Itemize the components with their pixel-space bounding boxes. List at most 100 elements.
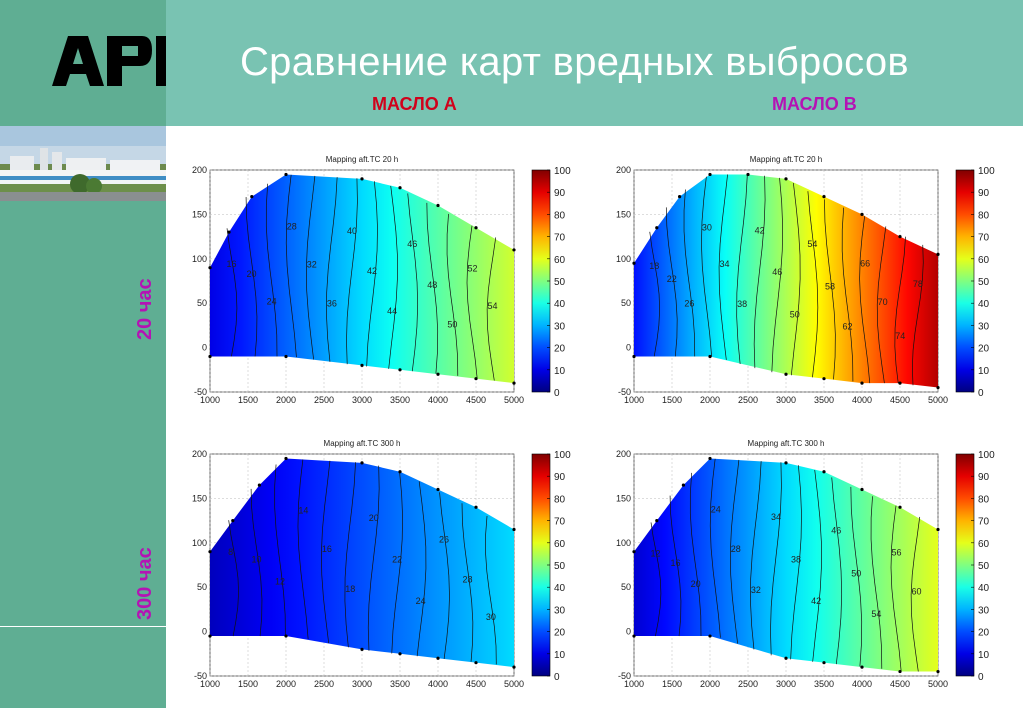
y-tick-label: 0 — [626, 343, 631, 353]
map-fill — [210, 458, 514, 668]
colorbar-tick-label: 30 — [978, 605, 990, 616]
measurement-point — [360, 461, 364, 465]
y-tick-label: 150 — [616, 493, 631, 503]
measurement-point — [860, 381, 864, 385]
contour-label: 20 — [247, 269, 257, 279]
x-tick-label: 1000 — [624, 395, 644, 405]
contour-line — [391, 471, 403, 654]
contour-line — [650, 522, 662, 637]
measurement-point — [208, 354, 212, 359]
contour-line — [407, 193, 419, 372]
colorbar-tick-label: 40 — [554, 583, 566, 594]
y-tick-label: -50 — [194, 387, 207, 397]
x-tick-label: 2000 — [700, 395, 720, 405]
map-title: Mapping aft.TC 20 h — [326, 155, 398, 164]
x-tick-label: 2500 — [314, 395, 334, 405]
x-tick-label: 3500 — [814, 395, 834, 405]
y-tick-label: 200 — [192, 165, 207, 175]
colorbar-tick-label: 80 — [978, 210, 990, 221]
contour-line — [812, 469, 822, 662]
measurement-point — [936, 669, 940, 674]
measurement-point — [708, 456, 712, 461]
map-oil-b-20h: 18 22 26 30 34 38 42 46 50 54 58 62 66 70 74 78 Mapping … — [604, 150, 1014, 420]
measurement-point — [655, 226, 659, 230]
contour-line — [226, 228, 238, 357]
x-tick-label: 1500 — [238, 679, 258, 689]
contour-label: 24 — [711, 504, 721, 514]
contour-label: 40 — [347, 226, 357, 236]
contour-label: 56 — [891, 547, 901, 557]
contour-label: 10 — [252, 554, 262, 564]
contour-line — [824, 199, 836, 380]
colorbar-tick-label: 60 — [554, 539, 566, 550]
measurement-point — [860, 487, 864, 492]
contour-line — [870, 496, 883, 669]
contour-label: 16 — [671, 558, 681, 568]
colorbar-tick-label: 60 — [554, 255, 566, 266]
measurement-point — [284, 456, 288, 461]
measurement-point — [708, 634, 712, 638]
y-tick-label: 0 — [202, 343, 207, 353]
contour-label: 16 — [226, 259, 236, 269]
y-tick-label: 100 — [616, 254, 631, 264]
x-tick-label: 5000 — [504, 679, 524, 689]
colorbar-tick-label: 20 — [554, 628, 566, 639]
contour-label: 14 — [298, 505, 308, 515]
measurement-point — [512, 248, 516, 252]
contour-label: 46 — [407, 239, 417, 249]
colorbar-tick-label: 80 — [554, 494, 566, 505]
map-svg: 12 16 20 24 28 32 34 38 42 46 50 54 56 60 Mapping aft.… — [616, 439, 995, 689]
y-tick-label: -50 — [194, 671, 207, 681]
y-tick-label: 0 — [626, 627, 631, 637]
contour-line — [649, 231, 661, 357]
contour-line — [669, 495, 682, 637]
colorbar-tick-label: 40 — [978, 299, 990, 310]
contour-label: 26 — [684, 298, 694, 308]
y-tick-label: 200 — [616, 449, 631, 459]
y-tick-label: -50 — [618, 671, 631, 681]
contour-line — [274, 464, 286, 637]
colorbar-tick-label: 10 — [978, 366, 990, 377]
map-svg: 16 20 24 28 32 36 40 42 44 46 48 50 52 54 Mapping aft.… — [192, 155, 571, 405]
contour-line — [831, 477, 843, 665]
contour-label: 26 — [439, 534, 449, 544]
contour-line — [367, 465, 380, 651]
colorbar-tick-label: 10 — [978, 650, 990, 661]
y-tick-label: 150 — [192, 493, 207, 503]
colorbar-tick-label: 100 — [554, 166, 571, 177]
contour-label: 42 — [811, 596, 821, 606]
measurement-point — [436, 372, 440, 376]
contour-label: 50 — [447, 319, 457, 329]
contour-label: 54 — [488, 301, 498, 311]
measurement-point — [746, 172, 750, 177]
contour-label: 32 — [751, 585, 761, 595]
measurement-point — [436, 656, 440, 660]
measurement-point — [284, 634, 288, 638]
colorbar-tick-label: 100 — [554, 450, 571, 461]
contour-label: 34 — [719, 259, 729, 269]
contour-line — [306, 175, 316, 360]
y-tick-label: 50 — [621, 298, 631, 308]
x-tick-label: 4000 — [428, 679, 448, 689]
contour-label: 54 — [807, 239, 817, 249]
x-tick-label: 1500 — [662, 395, 682, 405]
contour-line — [446, 213, 459, 376]
contour-label: 42 — [755, 225, 765, 235]
measurement-point — [822, 377, 826, 381]
map-oil-a-300h: 8 10 12 14 16 18 20 22 24 26 28 30 Mapping aft.TC 30… — [180, 434, 590, 704]
contour-label: 60 — [912, 586, 922, 596]
map-title: Mapping aft.TC 300 h — [324, 439, 401, 448]
measurement-point — [822, 470, 826, 474]
contour-line — [709, 458, 721, 638]
contour-line — [297, 459, 309, 640]
contour-label: 36 — [327, 298, 337, 308]
x-tick-label: 2000 — [276, 679, 296, 689]
measurement-point — [632, 634, 636, 638]
map-fill — [634, 458, 938, 672]
x-tick-label: 3000 — [352, 679, 372, 689]
contour-line — [750, 461, 762, 650]
map-title: Mapping aft.TC 300 h — [748, 439, 825, 448]
measurement-point — [784, 177, 788, 181]
measurement-point — [512, 381, 516, 385]
measurement-point — [474, 226, 478, 230]
